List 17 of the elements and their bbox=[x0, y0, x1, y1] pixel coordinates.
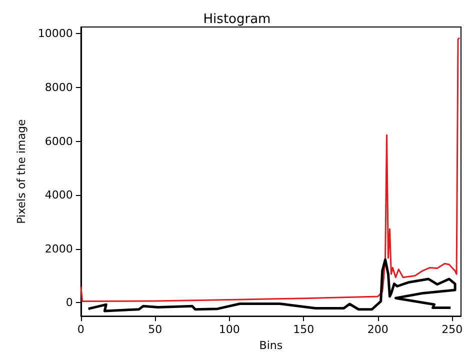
x-tick-label: 150 bbox=[293, 323, 314, 336]
y-tick-label: 2000 bbox=[44, 242, 73, 256]
x-tick-label: 0 bbox=[77, 323, 84, 336]
x-tick-label: 200 bbox=[367, 323, 388, 336]
x-tick-label: 50 bbox=[148, 323, 162, 336]
line-series bbox=[80, 37, 460, 302]
y-tick-label: 6000 bbox=[44, 134, 73, 148]
y-tick-label: 10000 bbox=[38, 27, 73, 40]
x-tick-label: 100 bbox=[218, 323, 240, 336]
y-axis-title: Pixels of the image bbox=[15, 119, 28, 224]
x-tick-label: 250 bbox=[442, 323, 463, 336]
y-tick-label: 4000 bbox=[44, 188, 73, 202]
y-tick-label: 8000 bbox=[44, 81, 73, 94]
x-axis-title: Bins bbox=[259, 339, 283, 352]
line-series bbox=[87, 258, 456, 312]
y-tick-label: 0 bbox=[66, 296, 73, 310]
chart-title: Histogram bbox=[203, 12, 271, 27]
